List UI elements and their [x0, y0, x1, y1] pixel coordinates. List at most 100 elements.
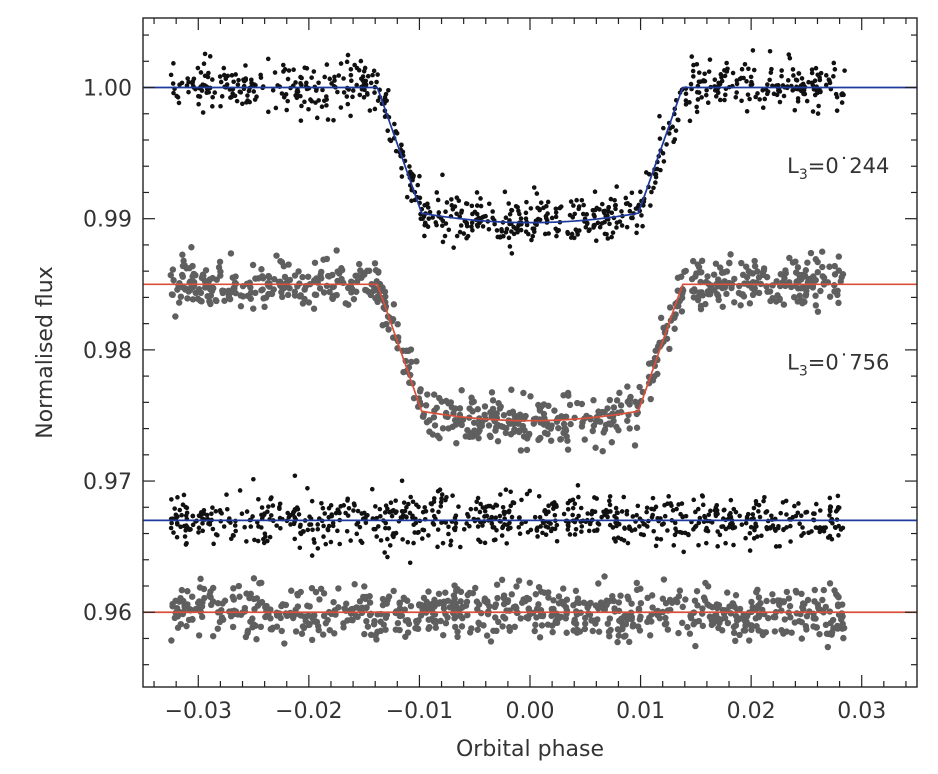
data-point — [404, 629, 412, 636]
data-point — [172, 313, 179, 320]
data-point — [379, 595, 387, 603]
data-point — [755, 274, 763, 281]
data-point — [542, 231, 548, 237]
data-point — [454, 195, 460, 200]
data-point — [619, 209, 624, 214]
data-point — [417, 612, 425, 619]
data-point — [579, 524, 585, 529]
data-point — [275, 83, 280, 88]
plot-frame — [142, 17, 918, 688]
data-point — [794, 264, 802, 271]
data-point — [186, 264, 193, 272]
data-point — [348, 72, 354, 78]
data-point — [755, 613, 763, 621]
data-point — [439, 496, 444, 501]
data-point — [693, 587, 701, 595]
data-point — [715, 529, 720, 534]
data-point — [499, 227, 504, 232]
data-point — [370, 621, 378, 628]
data-point — [810, 623, 817, 630]
data-point — [189, 615, 196, 623]
data-point — [250, 305, 257, 312]
data-point — [823, 525, 828, 530]
data-point — [653, 543, 659, 549]
data-point — [644, 505, 650, 511]
data-point — [728, 497, 734, 503]
data-point — [278, 627, 285, 635]
data-point — [811, 511, 816, 516]
data-point — [840, 91, 845, 96]
data-point — [679, 501, 685, 506]
data-point — [402, 617, 410, 624]
data-point — [696, 79, 702, 85]
data-point — [372, 267, 380, 274]
data-point — [209, 632, 217, 640]
data-point — [392, 121, 397, 127]
data-point — [743, 613, 751, 620]
data-point — [541, 429, 549, 437]
data-point — [699, 493, 705, 498]
data-point — [543, 213, 549, 219]
data-point — [842, 68, 847, 73]
data-point — [452, 587, 460, 595]
data-point — [508, 525, 513, 531]
data-point — [573, 227, 579, 232]
data-point — [743, 520, 749, 526]
data-point — [407, 560, 413, 566]
data-point — [541, 589, 548, 596]
data-point — [802, 623, 810, 630]
data-point — [323, 541, 329, 547]
x-tick-label: −0.03 — [165, 699, 232, 724]
data-point — [385, 326, 392, 333]
data-point — [320, 590, 328, 597]
data-point — [796, 501, 801, 506]
data-point — [779, 68, 784, 73]
data-point — [678, 511, 683, 517]
data-point — [723, 268, 731, 275]
data-point — [383, 520, 389, 526]
y-tick-label: 0.98 — [83, 339, 132, 364]
data-point — [807, 249, 815, 257]
data-point — [499, 533, 505, 538]
data-point — [810, 109, 816, 114]
data-point — [715, 544, 720, 549]
data-point — [256, 600, 263, 607]
data-point — [472, 430, 480, 437]
data-point — [383, 503, 389, 508]
data-point — [355, 508, 361, 514]
data-point — [236, 77, 241, 83]
data-point — [258, 579, 265, 587]
data-point — [607, 421, 615, 428]
data-point — [207, 588, 214, 595]
data-point — [565, 506, 571, 512]
data-point — [197, 297, 204, 304]
data-point — [672, 520, 678, 526]
data-point — [626, 638, 633, 646]
data-point — [207, 593, 214, 601]
data-point — [831, 288, 838, 295]
data-point — [404, 597, 411, 604]
data-point — [363, 604, 370, 611]
data-point — [649, 377, 657, 384]
data-point — [805, 275, 812, 283]
data-point — [686, 532, 691, 538]
data-point — [347, 610, 355, 617]
data-point — [670, 508, 676, 513]
data-point — [614, 225, 619, 230]
data-point — [687, 118, 693, 124]
data-point — [228, 536, 234, 542]
data-point — [704, 273, 711, 280]
data-point — [404, 194, 410, 200]
data-point — [494, 528, 499, 533]
data-point — [333, 247, 340, 254]
data-point — [477, 509, 483, 515]
data-point — [723, 526, 729, 532]
data-point — [224, 82, 230, 87]
data-point — [394, 619, 402, 627]
data-point — [361, 630, 368, 638]
data-point — [767, 48, 773, 54]
data-point — [177, 293, 185, 300]
data-point — [678, 273, 685, 280]
data-point — [579, 529, 584, 534]
